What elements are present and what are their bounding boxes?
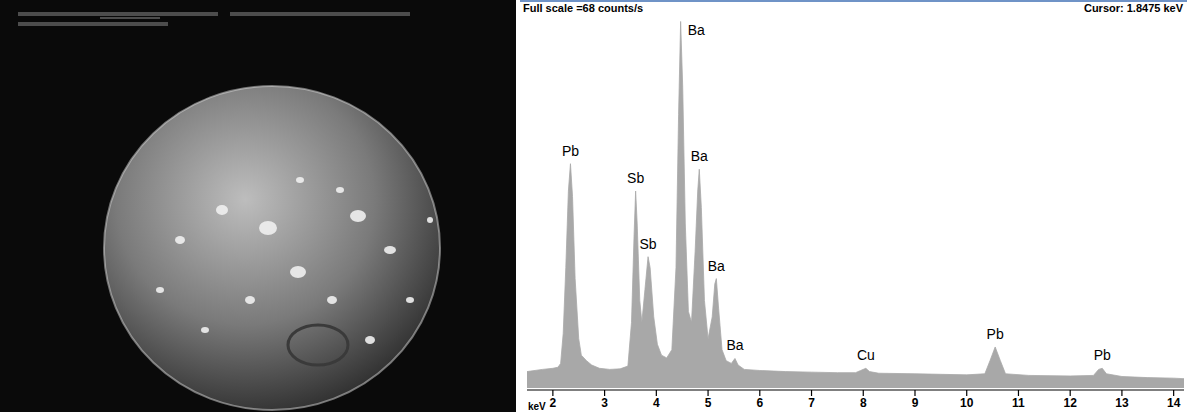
peak-label: Ba: [708, 258, 725, 274]
surface-deposit: [296, 177, 304, 183]
sem-image: [0, 0, 516, 412]
surface-deposit: [156, 287, 164, 293]
sem-header: [18, 12, 218, 16]
particle: [104, 86, 440, 410]
x-tick-label: 6: [756, 396, 763, 410]
surface-deposit: [216, 205, 228, 215]
peak-label: Ba: [691, 148, 708, 164]
x-axis-title: keV: [528, 401, 546, 412]
x-tick-label: 8: [860, 396, 867, 410]
surface-deposit: [327, 296, 337, 304]
peak-label: Ba: [726, 337, 743, 353]
surface-deposit: [175, 236, 185, 244]
peak-label: Sb: [627, 170, 644, 186]
x-tick-label: 14: [1167, 396, 1181, 410]
peak-label: Ba: [688, 22, 705, 38]
particle-rim: [104, 86, 440, 410]
surface-deposit: [350, 210, 366, 222]
surface-deposit: [201, 327, 209, 333]
surface-deposit: [290, 266, 306, 278]
surface-deposit: [245, 296, 255, 304]
x-tick-label: 2: [550, 396, 557, 410]
x-tick-label: 3: [601, 396, 608, 410]
peak-label: Pb: [1094, 347, 1111, 363]
x-axis: [527, 390, 1184, 391]
surface-deposit: [384, 246, 396, 254]
x-tick-label: 5: [705, 396, 712, 410]
x-tick-label: 4: [653, 396, 660, 410]
surface-pit: [288, 325, 348, 365]
surface-deposit: [365, 336, 375, 344]
marks: [527, 21, 1184, 388]
peak-label: Pb: [562, 143, 579, 159]
title: Full scale =68 counts/s: [523, 2, 643, 14]
surface-deposit: [336, 187, 344, 193]
x-tick-label: 13: [1115, 396, 1129, 410]
panel-background: [520, 0, 1189, 412]
figure: Full scale =68 counts/s Cursor: 1.8475 ke…: [0, 0, 1189, 412]
surface-deposit: [259, 221, 277, 235]
x-tick-label: 12: [1064, 396, 1078, 410]
x-tick-label: 7: [808, 396, 815, 410]
spectrum-panel: Full scale =68 counts/s Cursor: 1.8475 ke…: [520, 0, 1189, 412]
peak-label: Cu: [857, 347, 875, 363]
spectrum-area: [527, 21, 1184, 388]
peak-labels: Pb Sb Sb Ba Ba Ba Ba Cu Pb Pb: [562, 22, 1111, 363]
sem-header: [230, 12, 410, 16]
sem-background: [0, 0, 516, 412]
sem-header: [100, 17, 160, 19]
surface-deposit: [406, 297, 414, 303]
sem-header: [18, 22, 168, 26]
x-tick-label: 9: [912, 396, 919, 410]
x-tick-label: 11: [1012, 396, 1025, 410]
x-tick-label: 10: [960, 396, 974, 410]
surface-deposit: [427, 217, 433, 223]
peak-label: Sb: [639, 236, 656, 252]
peak-label: Pb: [987, 326, 1004, 342]
cursor-label: Cursor: 1.8475 keV: [1084, 2, 1184, 14]
